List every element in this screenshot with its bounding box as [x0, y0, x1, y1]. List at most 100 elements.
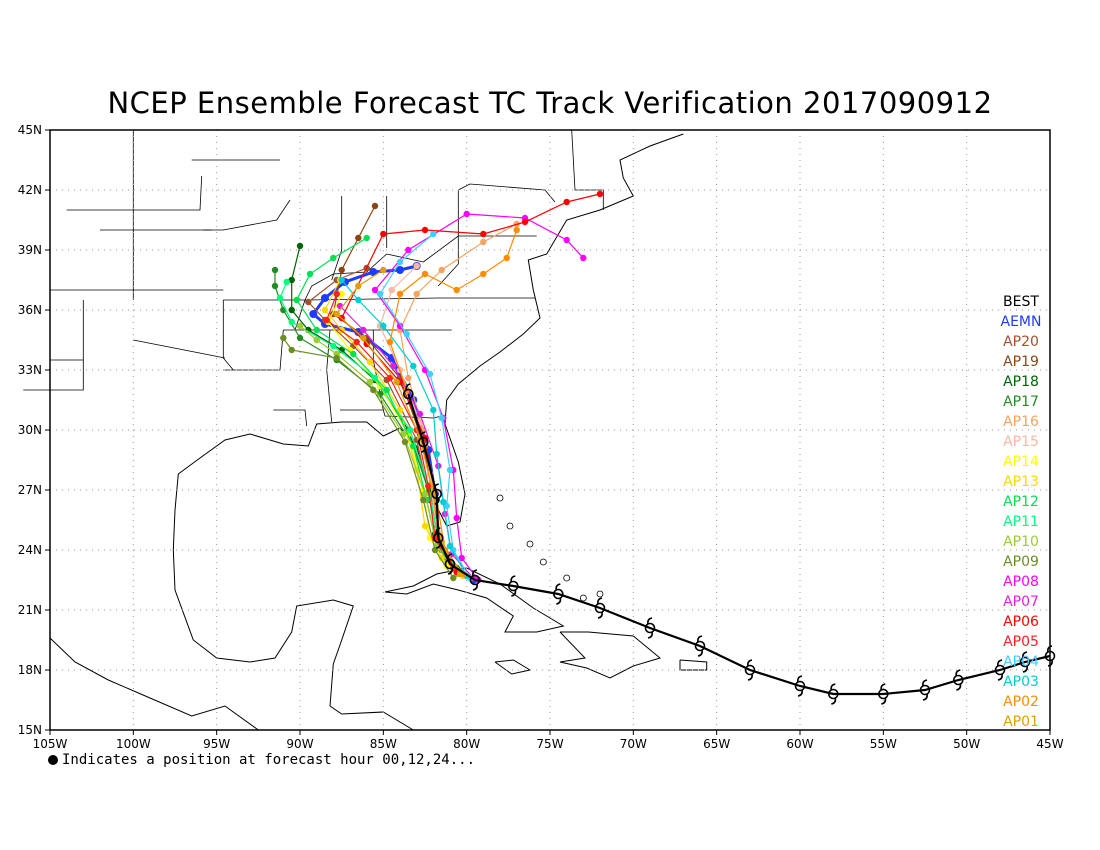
island-6 — [596, 590, 604, 598]
y-tick-label: 21N — [18, 603, 42, 617]
track-point — [321, 306, 329, 314]
hurricane-icon — [469, 569, 481, 591]
legend-item-ap01: AP01 — [1003, 714, 1039, 730]
hurricane-icon — [644, 617, 656, 639]
island-0 — [496, 494, 504, 502]
state-boundary-10 — [458, 183, 556, 203]
legend-item-ap12: AP12 — [1003, 494, 1039, 510]
track-point — [305, 298, 312, 306]
track-point — [355, 282, 362, 290]
hurricane-arm — [597, 611, 603, 619]
legend-item-ap09: AP09 — [1003, 554, 1039, 570]
y-tick-label: 42N — [18, 183, 42, 197]
hurricane-arm — [405, 383, 411, 391]
hurricane-eye — [827, 688, 839, 700]
island-1 — [506, 522, 514, 530]
state-boundary-19 — [66, 175, 203, 211]
track-point — [421, 490, 429, 498]
hurricane-eye — [919, 684, 931, 696]
x-tick-label: 80W — [453, 737, 480, 751]
track-point — [309, 310, 318, 318]
hurricane-icon — [417, 431, 429, 453]
track-line — [325, 293, 454, 569]
hurricane-eye — [469, 574, 481, 586]
y-tick-label: 36N — [18, 303, 42, 317]
footnote: Indicates a position at forecast hour 00… — [48, 752, 475, 768]
x-tick-label: 75W — [536, 737, 563, 751]
hurricane-icon — [744, 659, 756, 681]
hurricane-eye — [507, 580, 519, 592]
hurricane-arm — [697, 635, 703, 643]
track-point — [360, 334, 367, 342]
track-point — [580, 254, 587, 262]
track-point — [321, 294, 329, 302]
coastline-0 — [174, 133, 684, 527]
state-boundary-4 — [340, 409, 442, 419]
x-tick-label: 60W — [786, 737, 813, 751]
track-point — [353, 338, 360, 346]
track-point — [450, 574, 457, 582]
track-point — [420, 496, 427, 504]
track-point — [480, 238, 487, 246]
legend-item-ap03: AP03 — [1003, 674, 1039, 690]
hurricane-icon — [444, 553, 456, 575]
hurricane-arm — [420, 431, 426, 439]
hurricane-icon — [594, 597, 606, 619]
hurricane-arm — [421, 445, 427, 453]
track-line — [282, 337, 454, 579]
track-point — [366, 378, 374, 386]
latitude-tick-labels: 15N 18N 21N 24N 27N 30N 33N 36N 39N 42N 45N — [18, 123, 50, 737]
track-point — [355, 234, 362, 242]
x-tick-label: 65W — [703, 737, 730, 751]
hurricane-eye — [417, 436, 429, 448]
track-point — [386, 338, 394, 346]
hurricane-eye — [431, 488, 443, 500]
y-tick-label: 30N — [18, 423, 42, 437]
chart-title: NCEP Ensemble Forecast TC Track Verifica… — [107, 86, 993, 120]
legend-item-ap16: AP16 — [1003, 414, 1039, 430]
state-boundary-22 — [133, 339, 226, 359]
hurricane-icon — [827, 683, 839, 705]
hurricane-icon — [694, 635, 706, 657]
track-point — [438, 414, 445, 422]
hurricane-icon — [402, 383, 414, 405]
track-point — [288, 306, 295, 314]
track-point — [376, 290, 384, 298]
hurricane-arm — [1047, 645, 1053, 653]
track-point — [401, 438, 409, 446]
track-point — [333, 290, 340, 298]
hurricane-arm — [830, 683, 836, 691]
hurricane-arm — [555, 583, 561, 591]
x-tick-label: 55W — [870, 737, 897, 751]
hurricane-eye — [994, 664, 1006, 676]
track-point — [380, 266, 387, 274]
x-tick-label: 105W — [33, 737, 68, 751]
track-point — [333, 310, 340, 318]
hurricane-arm — [955, 669, 961, 677]
track-point — [596, 190, 604, 198]
track-point — [413, 262, 420, 270]
track-point — [296, 242, 304, 250]
track-point — [393, 378, 400, 386]
hurricane-arm — [922, 679, 928, 687]
track-point — [503, 254, 510, 262]
track-point — [425, 482, 432, 490]
y-tick-label: 15N — [18, 723, 42, 737]
hurricane-eye — [694, 640, 706, 652]
track-point — [453, 286, 460, 294]
legend-item-best: BEST — [1003, 294, 1039, 310]
lat-lon-grid — [50, 130, 1050, 730]
legend-item-ap11: AP11 — [1003, 514, 1039, 530]
track-point — [480, 230, 487, 238]
hurricane-icon — [794, 675, 806, 697]
hurricane-icon — [552, 583, 564, 605]
island-4 — [563, 574, 571, 582]
hurricane-icon — [919, 679, 931, 701]
hurricane-arm — [1047, 659, 1053, 667]
position-dot-icon — [48, 755, 58, 765]
track-point — [396, 290, 404, 298]
track-point — [421, 226, 429, 234]
hurricane-arm — [597, 597, 603, 605]
y-tick-label: 33N — [18, 363, 42, 377]
hurricane-arm — [510, 575, 516, 583]
